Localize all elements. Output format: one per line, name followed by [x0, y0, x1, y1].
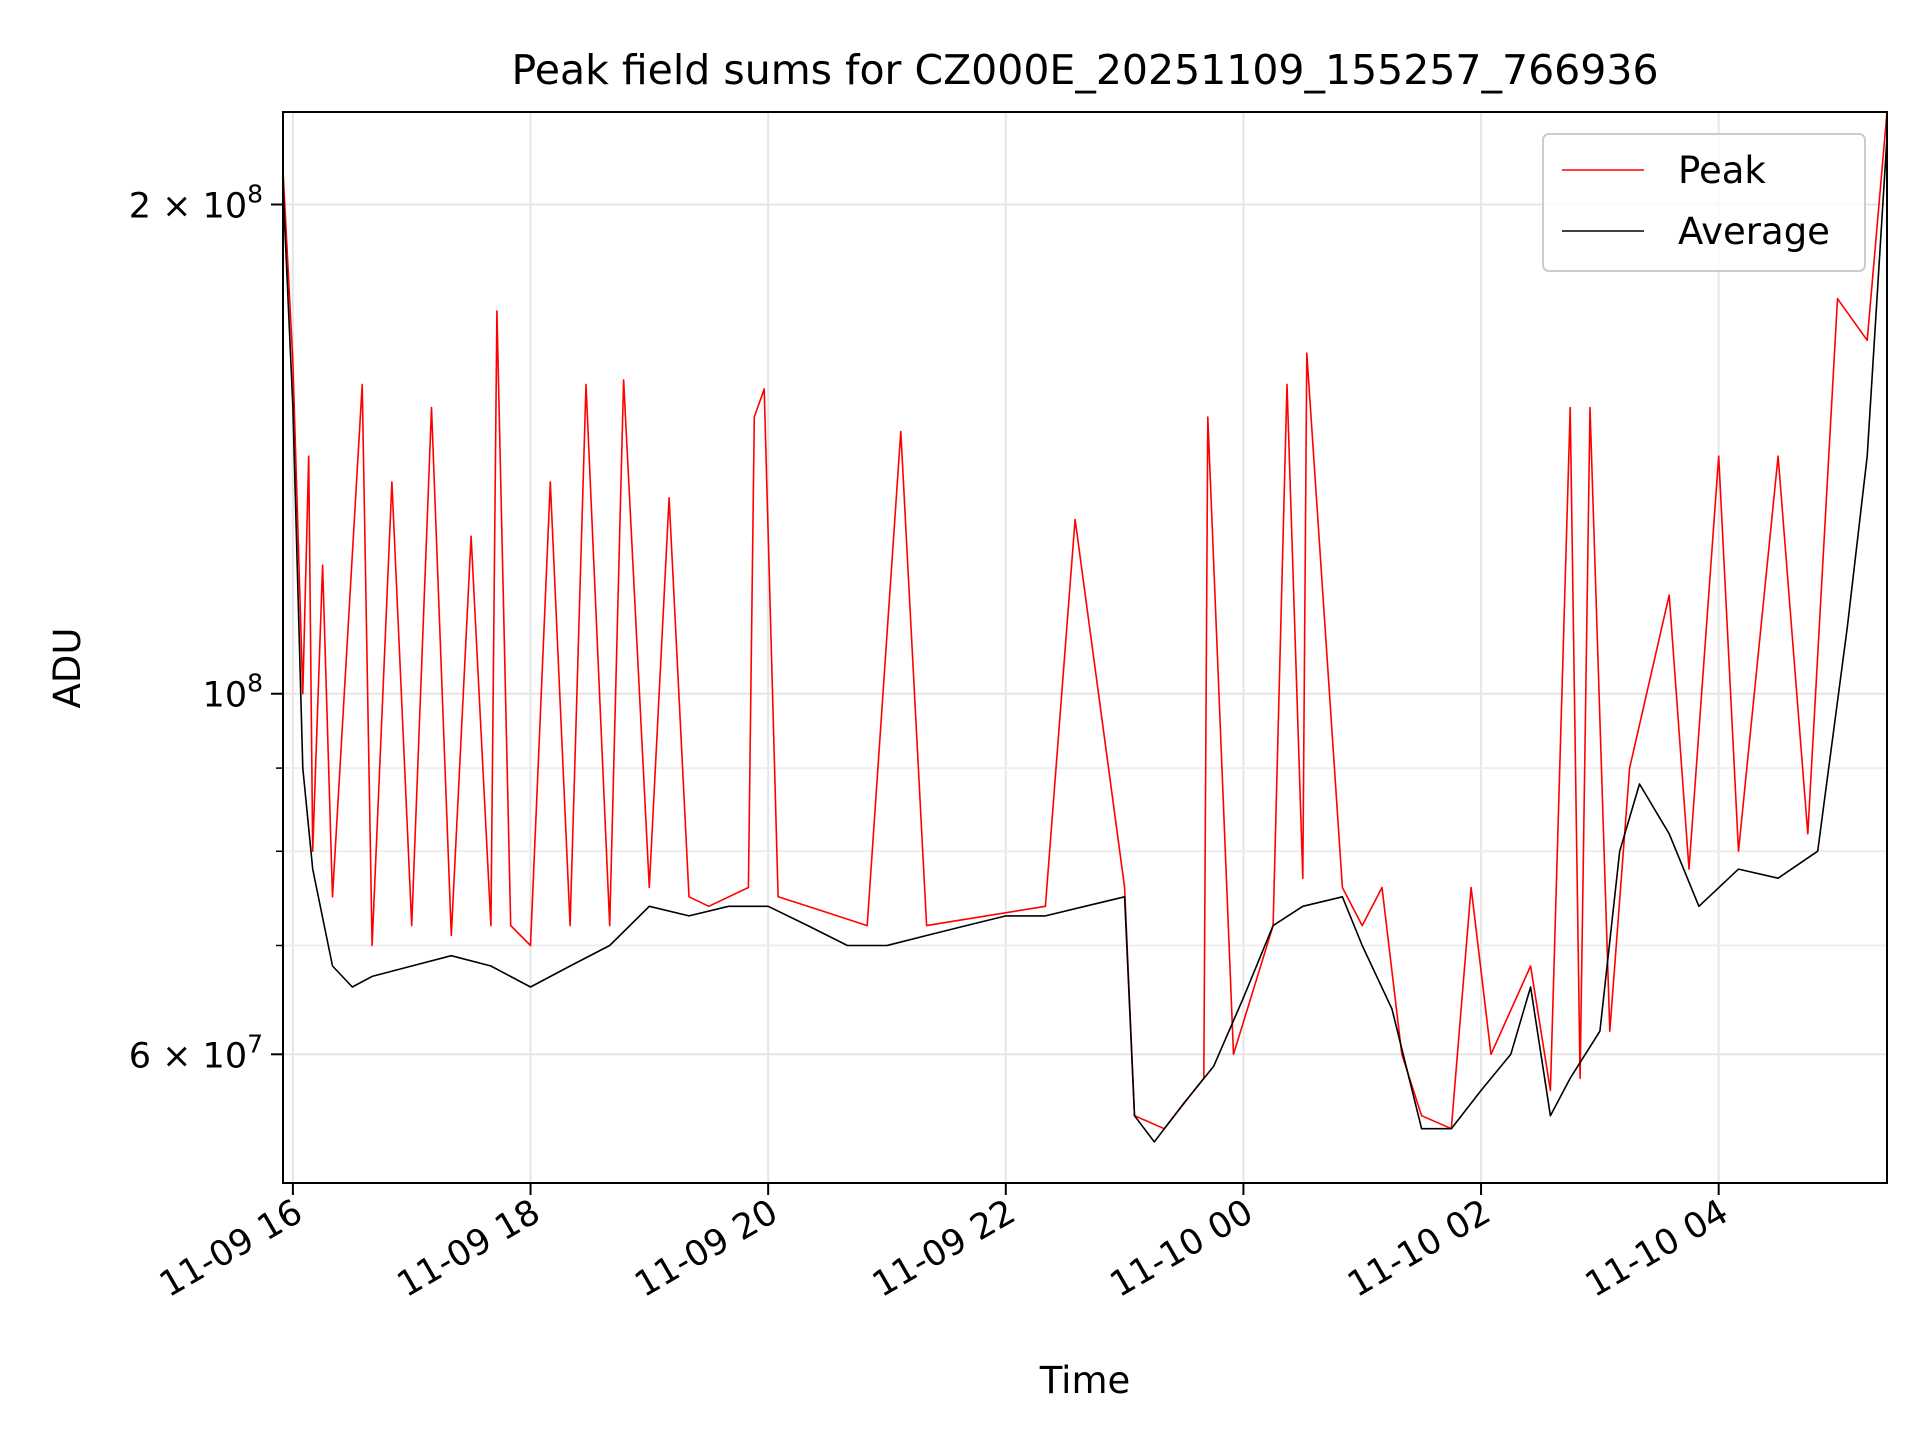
y-axis-label: ADU	[46, 628, 89, 709]
legend-label-average: Average	[1678, 210, 1830, 253]
y-tick-exponent: 8	[247, 669, 263, 698]
legend-box	[1542, 133, 1866, 272]
y-tick-exponent: 8	[247, 179, 263, 208]
y-tick-exponent: 7	[247, 1029, 263, 1058]
legend-label-peak: Peak	[1678, 149, 1766, 192]
legend: Peak Average	[1542, 133, 1866, 272]
x-axis-label: Time	[1039, 1359, 1131, 1402]
y-tick-label: 2 × 108	[129, 179, 263, 226]
y-tick-label: 6 × 107	[129, 1029, 263, 1076]
series-group	[282, 111, 1888, 1143]
series-line-average	[282, 137, 1888, 1143]
series-line-peak	[282, 111, 1888, 1130]
chart-title: Peak field sums for CZ000E_20251109_1552…	[511, 46, 1658, 94]
plot-frame	[282, 111, 1888, 1184]
